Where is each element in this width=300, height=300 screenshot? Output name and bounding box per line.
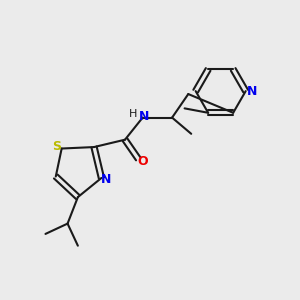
Text: H: H (129, 109, 137, 119)
Text: O: O (137, 155, 148, 168)
Text: N: N (101, 173, 112, 186)
Text: S: S (52, 140, 61, 153)
Text: N: N (247, 85, 257, 98)
Text: N: N (139, 110, 149, 123)
